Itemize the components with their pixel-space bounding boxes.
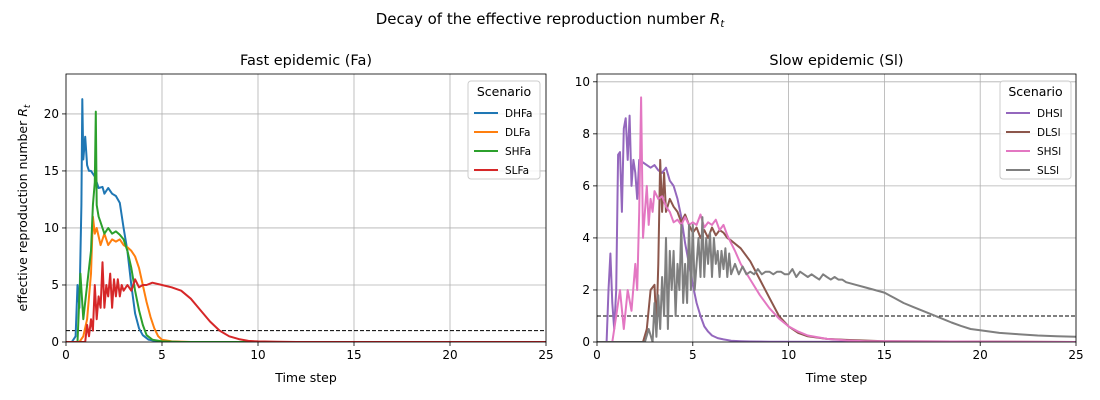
chart-0-x-tick-label-5: 5 — [158, 348, 166, 362]
chart-1-y-tick-label-10: 10 — [575, 75, 590, 89]
chart-0-y-axis-label-sub: t — [23, 104, 33, 108]
chart-1-legend-label-shsl: SHSl — [1037, 146, 1061, 158]
chart-1-legend: Scenario DHSl DLSl SHSl SLSl — [999, 80, 1072, 180]
chart-0-legend-label-shfa: SHFa — [505, 146, 531, 158]
chart-0-legend: Scenario DHFa DLFa SHFa SLFa — [467, 80, 541, 180]
chart-0-y-tick-label-15: 15 — [44, 164, 59, 178]
chart-1-series-line-shsl — [597, 96, 1076, 342]
chart-0-legend-title: Scenario — [477, 84, 531, 99]
chart-0-title: Fast epidemic (Fa) — [240, 53, 372, 69]
chart-0-x-tick-label-15: 15 — [346, 348, 361, 362]
chart-1-x-tick-label-5: 5 — [689, 348, 697, 362]
chart-0-x-tick-label-0: 0 — [62, 348, 70, 362]
chart-0-plot-area — [66, 98, 546, 342]
chart-0-x-axis-label: Time step — [274, 370, 337, 385]
chart-1-y-tick-label-4: 4 — [582, 231, 590, 245]
chart-0-legend-label-slfa: SLFa — [505, 165, 529, 177]
chart-1-x-axis-label: Time step — [805, 370, 868, 385]
chart-1-legend-label-slsl: SLSl — [1037, 165, 1059, 177]
chart-0-axes-frame — [65, 73, 547, 343]
chart-1-legend-label-dhsl: DHSl — [1037, 108, 1063, 120]
chart-1-y-tick-label-2: 2 — [582, 283, 590, 297]
chart-0-y-axis-label: effective reproduction number Rt — [15, 104, 33, 311]
chart-1-legend-label-dlsl: DLSl — [1037, 127, 1061, 139]
chart-1-plot-area — [597, 96, 1076, 342]
chart-0-y-tick-label-20: 20 — [44, 107, 59, 121]
chart-1-axes-frame — [596, 73, 1077, 343]
chart-0-legend-box — [467, 80, 541, 180]
chart-0-y-tick-label-0: 0 — [51, 335, 59, 349]
chart-1-x-tick-label-10: 10 — [781, 348, 796, 362]
chart-1-x-tick-label-0: 0 — [593, 348, 601, 362]
chart-1-y-tick-label-0: 0 — [582, 335, 590, 349]
figure-suptitle: Decay of the effective reproduction numb… — [376, 10, 726, 30]
chart-1-x-tick-label-20: 20 — [973, 348, 988, 362]
chart-1-y-tick-label-8: 8 — [582, 127, 590, 141]
chart-1-x-tick-label-25: 25 — [1068, 348, 1083, 362]
chart-1-y-tick-label-6: 6 — [582, 179, 590, 193]
chart-1-series-line-dhsl — [597, 114, 1076, 342]
chart-0-x-tick-label-25: 25 — [538, 348, 553, 362]
chart-1-title: Slow epidemic (Sl) — [769, 53, 903, 69]
chart-0-y-axis-label-text: effective reproduction number — [15, 117, 30, 312]
chart-1-series-line-slsl — [597, 216, 1076, 342]
chart-0-y-axis-label-var: R — [15, 108, 30, 117]
chart-0-series-line-slfa — [66, 261, 546, 342]
chart-panel-fast: 0 5 10 15 20 25 0 5 10 15 20 Fast epidemic (Fa) Time… — [15, 53, 554, 385]
chart-0-legend-label-dhfa: DHFa — [505, 108, 533, 120]
chart-0-x-tick-label-10: 10 — [250, 348, 265, 362]
chart-0-y-tick-label-10: 10 — [44, 221, 59, 235]
chart-panel-slow: 0 5 10 15 20 25 0 2 4 6 8 10 Slow epidemic (Sl) Time … — [575, 53, 1084, 385]
chart-0-legend-label-dlfa: DLFa — [505, 127, 530, 139]
chart-1-x-tick-label-15: 15 — [877, 348, 892, 362]
chart-0-x-tick-label-20: 20 — [442, 348, 457, 362]
chart-0-series-line-shfa — [66, 110, 546, 342]
chart-1-legend-title: Scenario — [1008, 84, 1062, 99]
chart-1-legend-box — [999, 80, 1072, 180]
chart-0-series-line-dhfa — [66, 98, 546, 342]
chart-0-y-tick-label-5: 5 — [51, 278, 59, 292]
